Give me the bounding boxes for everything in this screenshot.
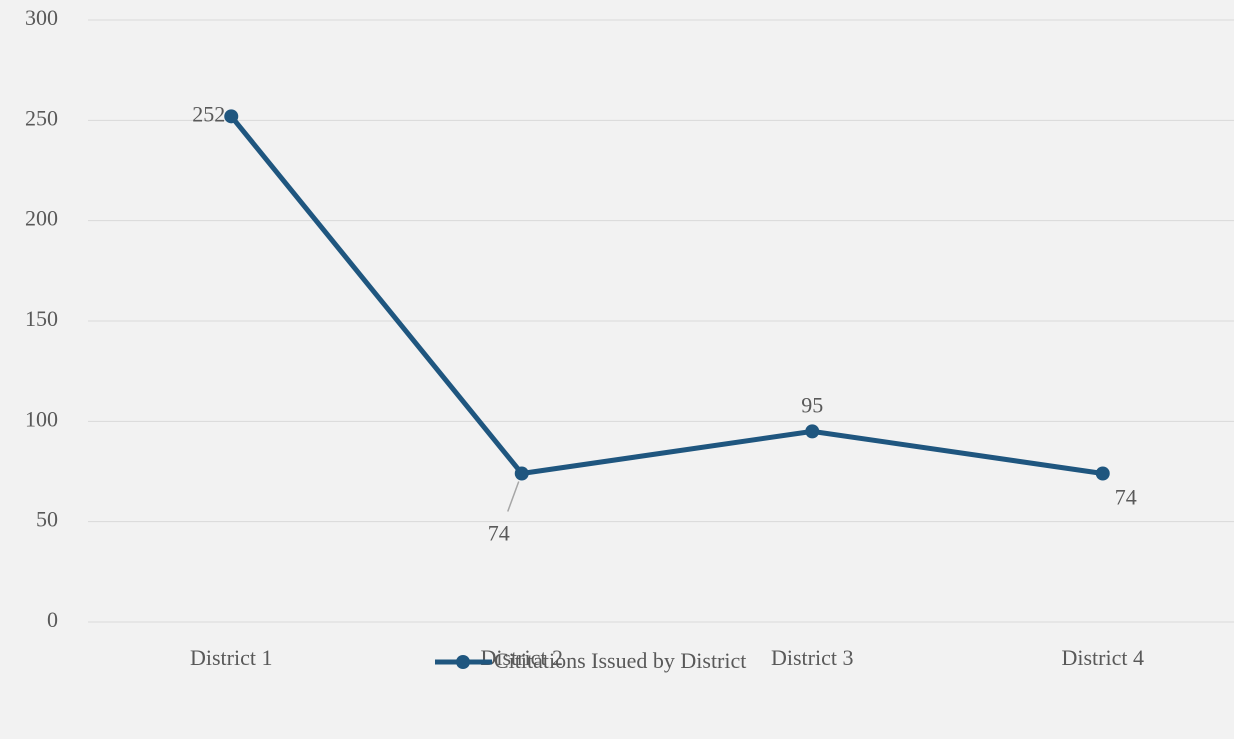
data-point — [514, 466, 529, 481]
series-line — [229, 114, 1104, 477]
legend-marker — [456, 655, 470, 669]
y-tick-label: 250 — [25, 105, 58, 130]
x-tick-label: District 3 — [771, 645, 854, 670]
data-label: 95 — [801, 392, 823, 417]
data-point — [805, 424, 820, 439]
data-label: 74 — [1115, 485, 1137, 510]
y-tick-label: 0 — [47, 607, 58, 632]
x-tick-label: District 4 — [1062, 645, 1145, 670]
y-tick-label: 200 — [25, 206, 58, 231]
y-tick-label: 300 — [25, 5, 58, 30]
leader-line — [507, 481, 520, 512]
y-tick-label: 100 — [25, 406, 58, 431]
data-point — [1095, 466, 1110, 481]
data-label: 252 — [192, 101, 225, 126]
x-tick-label: District 2 — [481, 645, 564, 670]
y-tick-label: 50 — [36, 507, 58, 532]
x-tick-label: District 1 — [190, 645, 273, 670]
legend-label: Cititations Issued by District — [494, 648, 746, 673]
data-label: 74 — [488, 521, 510, 546]
y-tick-label: 150 — [25, 306, 58, 331]
data-point — [224, 109, 239, 124]
